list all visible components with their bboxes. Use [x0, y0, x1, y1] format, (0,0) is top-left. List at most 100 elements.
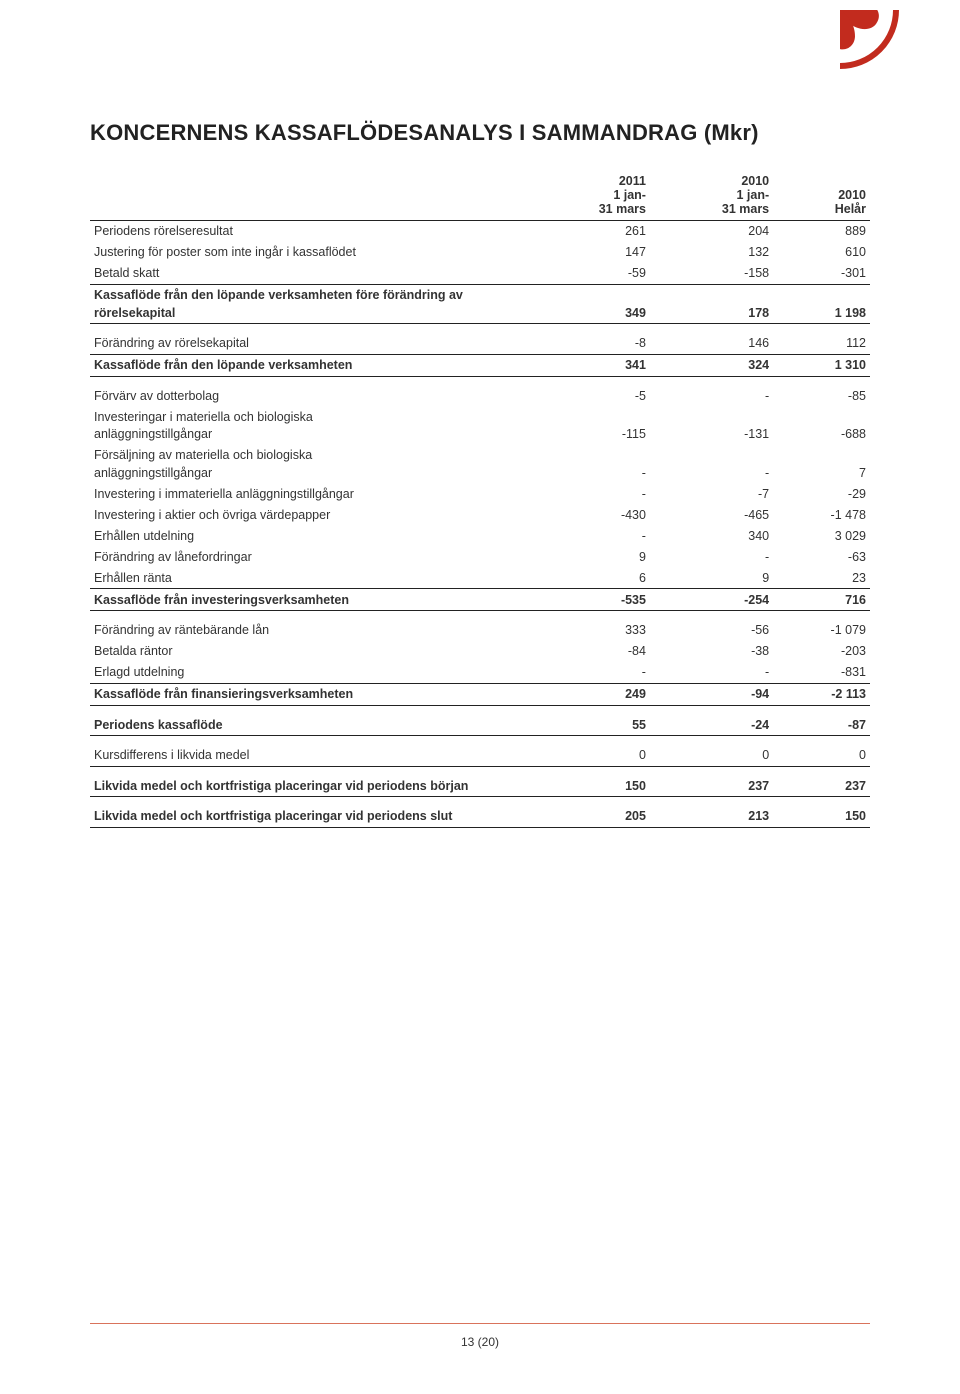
- cell-value: 1 198: [773, 302, 870, 324]
- table-row: Kassaflöde från finansieringsverksamhete…: [90, 683, 870, 705]
- cell-value: -: [650, 662, 773, 684]
- cell-value: 1 310: [773, 354, 870, 376]
- table-row: Förändring av rörelsekapital-8146112: [90, 324, 870, 355]
- cell-value: -87: [773, 705, 870, 736]
- cell-value: 23: [773, 567, 870, 589]
- cell-value: -688: [773, 424, 870, 445]
- cell-value: 55: [527, 705, 650, 736]
- col-2010-q: 2010 1 jan- 31 mars: [650, 170, 773, 220]
- col-2010-year: 2010 Helår: [773, 170, 870, 220]
- cell-value: 9: [527, 546, 650, 567]
- cell-value: [527, 445, 650, 463]
- cell-value: 333: [527, 611, 650, 641]
- cell-value: 341: [527, 354, 650, 376]
- table-row: Försäljning av materiella och biologiska: [90, 445, 870, 463]
- cell-value: 0: [650, 736, 773, 767]
- cell-value: 147: [527, 242, 650, 263]
- cell-value: -94: [650, 683, 773, 705]
- cell-value: 237: [650, 766, 773, 797]
- row-label: Investering i immateriella anläggningsti…: [90, 483, 527, 504]
- cell-value: -7: [650, 483, 773, 504]
- row-label: anläggningstillgångar: [90, 462, 527, 483]
- cell-value: 237: [773, 766, 870, 797]
- table-row: Periodens rörelseresultat261204889: [90, 220, 870, 242]
- cell-value: -56: [650, 611, 773, 641]
- cell-value: [650, 406, 773, 424]
- cell-value: -85: [773, 376, 870, 406]
- cell-value: -254: [650, 589, 773, 611]
- table-row: Investeringar i materiella och biologisk…: [90, 406, 870, 424]
- cell-value: -29: [773, 483, 870, 504]
- cell-value: [527, 406, 650, 424]
- table-row: anläggningstillgångar--7: [90, 462, 870, 483]
- table-row: rörelsekapital3491781 198: [90, 302, 870, 324]
- table-row: Förändring av lånefordringar9--63: [90, 546, 870, 567]
- row-label: Investeringar i materiella och biologisk…: [90, 406, 527, 424]
- cell-value: 349: [527, 302, 650, 324]
- col-2011: 2011 1 jan- 31 mars: [527, 170, 650, 220]
- cell-value: 716: [773, 589, 870, 611]
- cell-value: -84: [527, 641, 650, 662]
- row-label: Erhållen utdelning: [90, 525, 527, 546]
- row-label: anläggningstillgångar: [90, 424, 527, 445]
- row-label: Kassaflöde från den löpande verksamheten…: [90, 284, 527, 302]
- cashflow-table: 2011 1 jan- 31 mars 2010 1 jan- 31 mars …: [90, 170, 870, 828]
- cell-value: 0: [527, 736, 650, 767]
- cell-value: 146: [650, 324, 773, 355]
- cell-value: -430: [527, 504, 650, 525]
- table-row: Förändring av räntebärande lån333-56-1 0…: [90, 611, 870, 641]
- table-row: Förvärv av dotterbolag-5--85: [90, 376, 870, 406]
- cell-value: 205: [527, 797, 650, 828]
- row-label: Försäljning av materiella och biologiska: [90, 445, 527, 463]
- cell-value: -: [527, 462, 650, 483]
- cell-value: -5: [527, 376, 650, 406]
- table-row: Investering i aktier och övriga värdepap…: [90, 504, 870, 525]
- row-label: Kassaflöde från den löpande verksamheten: [90, 354, 527, 376]
- cell-value: -465: [650, 504, 773, 525]
- cell-value: 610: [773, 242, 870, 263]
- cell-value: 204: [650, 220, 773, 242]
- table-row: Erlagd utdelning---831: [90, 662, 870, 684]
- table-row: Kassaflöde från den löpande verksamheten…: [90, 354, 870, 376]
- table-row: Likvida medel och kortfristiga placering…: [90, 797, 870, 828]
- cell-value: -203: [773, 641, 870, 662]
- table-row: Justering för poster som inte ingår i ka…: [90, 242, 870, 263]
- cell-value: -: [650, 462, 773, 483]
- cell-value: [773, 284, 870, 302]
- cell-value: -8: [527, 324, 650, 355]
- page-title: KONCERNENS KASSAFLÖDESANALYS I SAMMANDRA…: [90, 120, 870, 146]
- cell-value: [527, 284, 650, 302]
- row-label: Periodens rörelseresultat: [90, 220, 527, 242]
- row-label: Investering i aktier och övriga värdepap…: [90, 504, 527, 525]
- row-label: Betalda räntor: [90, 641, 527, 662]
- table-body: Periodens rörelseresultat261204889Juster…: [90, 220, 870, 827]
- table-row: Investering i immateriella anläggningsti…: [90, 483, 870, 504]
- cell-value: -131: [650, 424, 773, 445]
- cell-value: -1 079: [773, 611, 870, 641]
- cell-value: -301: [773, 263, 870, 285]
- cell-value: -38: [650, 641, 773, 662]
- row-label: Kassaflöde från finansieringsverksamhete…: [90, 683, 527, 705]
- table-row: Kursdifferens i likvida medel000: [90, 736, 870, 767]
- table-row: Periodens kassaflöde55-24-87: [90, 705, 870, 736]
- cell-value: 0: [773, 736, 870, 767]
- cell-value: [773, 445, 870, 463]
- row-label: Likvida medel och kortfristiga placering…: [90, 766, 527, 797]
- cell-value: 340: [650, 525, 773, 546]
- page-number: 13 (20): [0, 1335, 960, 1349]
- cell-value: -: [527, 525, 650, 546]
- row-label: Likvida medel och kortfristiga placering…: [90, 797, 527, 828]
- row-label: Kursdifferens i likvida medel: [90, 736, 527, 767]
- cell-value: -: [527, 662, 650, 684]
- cell-value: 178: [650, 302, 773, 324]
- table-header-row: 2011 1 jan- 31 mars 2010 1 jan- 31 mars …: [90, 170, 870, 220]
- table-row: Betalda räntor-84-38-203: [90, 641, 870, 662]
- cell-value: 249: [527, 683, 650, 705]
- row-label: Periodens kassaflöde: [90, 705, 527, 736]
- cell-value: 261: [527, 220, 650, 242]
- cell-value: -24: [650, 705, 773, 736]
- cell-value: 324: [650, 354, 773, 376]
- table-row: Likvida medel och kortfristiga placering…: [90, 766, 870, 797]
- table-row: anläggningstillgångar-115-131-688: [90, 424, 870, 445]
- row-label: Förändring av rörelsekapital: [90, 324, 527, 355]
